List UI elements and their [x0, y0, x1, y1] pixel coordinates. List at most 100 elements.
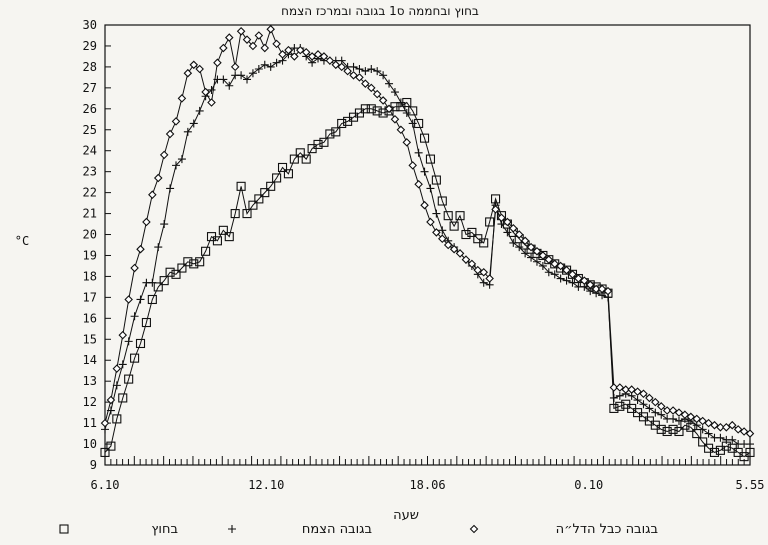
data-point	[189, 119, 198, 128]
chart-title: בחוץ ובחממה ס1 בגובה ובמרכז הצמח	[281, 4, 479, 18]
data-point	[532, 257, 541, 266]
x-axis: 6.10 12.10 18.06 0.10 5.55	[91, 456, 764, 492]
data-point	[562, 276, 571, 285]
y-tick-label: 18	[83, 269, 97, 283]
data-point	[390, 88, 399, 97]
data-point	[195, 64, 204, 74]
data-point	[615, 401, 625, 411]
data-point	[112, 364, 122, 373]
data-point	[136, 244, 145, 254]
data-point	[295, 148, 305, 158]
data-point	[254, 31, 264, 40]
legend-label: בגובה כבל הדל״ה	[556, 522, 658, 537]
data-point	[266, 62, 275, 71]
data-point	[550, 259, 560, 269]
data-point	[698, 416, 707, 426]
data-point	[509, 223, 518, 233]
x-tick-label: 0.10	[574, 478, 603, 492]
data-point	[171, 269, 181, 279]
data-point	[597, 284, 607, 294]
data-point	[153, 173, 163, 183]
data-point	[662, 426, 672, 437]
data-point	[124, 295, 133, 304]
data-point	[154, 243, 163, 252]
data-point	[556, 274, 565, 283]
data-point	[379, 71, 388, 80]
y-tick-label: 20	[83, 228, 97, 242]
data-point	[704, 418, 713, 428]
y-tick-label: 11	[83, 416, 97, 430]
data-point	[112, 381, 121, 390]
data-point	[639, 389, 648, 399]
data-point	[59, 524, 69, 534]
data-point	[118, 330, 128, 340]
data-point	[118, 393, 128, 403]
data-point	[521, 249, 530, 258]
data-point	[455, 211, 465, 221]
legend-item: בגובה כבל הדל״ה	[469, 522, 658, 537]
data-point	[615, 383, 625, 392]
data-point	[716, 423, 725, 432]
data-point	[254, 65, 263, 73]
data-point	[373, 67, 382, 76]
data-point	[130, 353, 140, 363]
data-point	[722, 423, 731, 432]
data-point	[562, 265, 571, 275]
data-point	[177, 94, 187, 103]
data-point	[728, 435, 737, 444]
data-point	[283, 169, 293, 179]
data-point	[709, 447, 720, 457]
data-point	[669, 414, 678, 423]
data-point	[237, 71, 246, 80]
data-point	[218, 225, 228, 235]
data-point	[160, 220, 169, 229]
data-point	[100, 447, 110, 457]
data-point	[337, 62, 346, 72]
data-point	[183, 68, 193, 78]
data-point	[153, 282, 163, 292]
data-point	[372, 89, 382, 99]
data-point	[343, 66, 352, 76]
y-tick-label: 16	[83, 311, 97, 325]
data-point	[228, 525, 236, 533]
data-point	[166, 184, 175, 193]
data-point	[148, 190, 157, 199]
data-point	[745, 447, 755, 457]
data-point	[130, 263, 139, 273]
data-point	[621, 385, 631, 394]
y-tick-label: 14	[83, 353, 97, 367]
data-point	[355, 65, 364, 73]
legend-item: בגובה הצמח	[228, 522, 372, 537]
series-line	[104, 27, 751, 435]
y-tick-label: 13	[83, 374, 97, 388]
series-line	[104, 101, 751, 458]
data-point	[437, 196, 447, 206]
data-point	[692, 414, 702, 424]
data-point	[532, 247, 542, 256]
data-point	[266, 181, 276, 191]
data-point	[657, 410, 666, 419]
data-point	[136, 295, 145, 304]
data-point	[242, 35, 252, 44]
data-point	[609, 383, 619, 392]
data-point	[443, 211, 453, 221]
data-point	[603, 286, 613, 296]
data-point	[473, 265, 483, 275]
y-tick-label: 29	[83, 39, 97, 53]
data-point	[408, 119, 417, 128]
data-point	[183, 257, 193, 267]
legend: בחוץ בגובה הצמח בגובה כבל הדל״ה	[59, 522, 658, 537]
data-point	[432, 228, 441, 237]
data-point	[301, 47, 311, 57]
data-point	[674, 426, 684, 437]
data-point	[538, 251, 548, 260]
data-point	[469, 524, 479, 534]
y-tick-label: 25	[83, 123, 97, 137]
data-point	[361, 67, 370, 76]
data-point	[419, 133, 430, 143]
data-point	[172, 161, 181, 170]
data-point	[680, 410, 690, 419]
data-point	[420, 167, 429, 176]
data-point	[627, 385, 636, 394]
